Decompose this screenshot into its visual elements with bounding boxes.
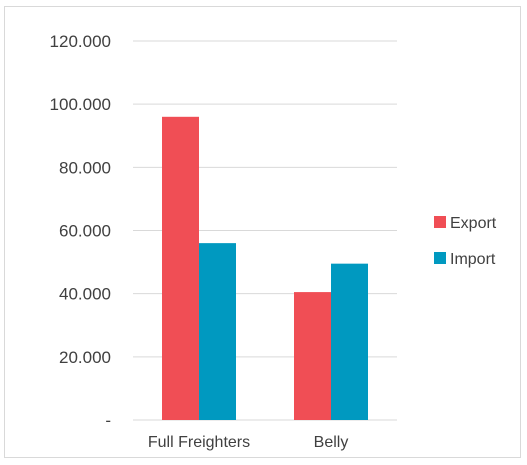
legend-label-export: Export: [450, 215, 497, 232]
y-axis-ticks: - 20.000 40.000 60.000 80.000 100.000 120.000: [50, 32, 111, 430]
y-tick-label: 120.000: [50, 32, 111, 51]
legend: Export Import: [434, 215, 497, 268]
legend-swatch-import: [434, 252, 446, 264]
bar-import-0: [199, 243, 236, 420]
legend-swatch-export: [434, 216, 446, 228]
x-axis-categories: Full Freighters Belly: [148, 434, 348, 451]
legend-label-import: Import: [450, 251, 496, 268]
bar-export-1: [294, 292, 331, 420]
chart-area: -20.000 40.000 60.000 80.000 100.000 120.000 …: [4, 6, 521, 458]
y-tick-label: 40.000: [59, 285, 111, 304]
bars: [162, 116, 368, 421]
x-category-label: Belly: [314, 434, 349, 451]
bar-export-0: [162, 116, 199, 421]
bar-import-1: [331, 263, 368, 420]
bar-chart: -20.00040.00060.00080.000100.000120.000 …: [50, 32, 497, 451]
y-tick-label: 20.000: [59, 348, 111, 367]
y-tick-label: -: [105, 411, 111, 430]
y-tick-label: 60.000: [59, 222, 111, 241]
x-category-label: Full Freighters: [148, 434, 250, 451]
y-tick-label: 100.000: [50, 95, 111, 114]
y-tick-label: 80.000: [59, 158, 111, 177]
